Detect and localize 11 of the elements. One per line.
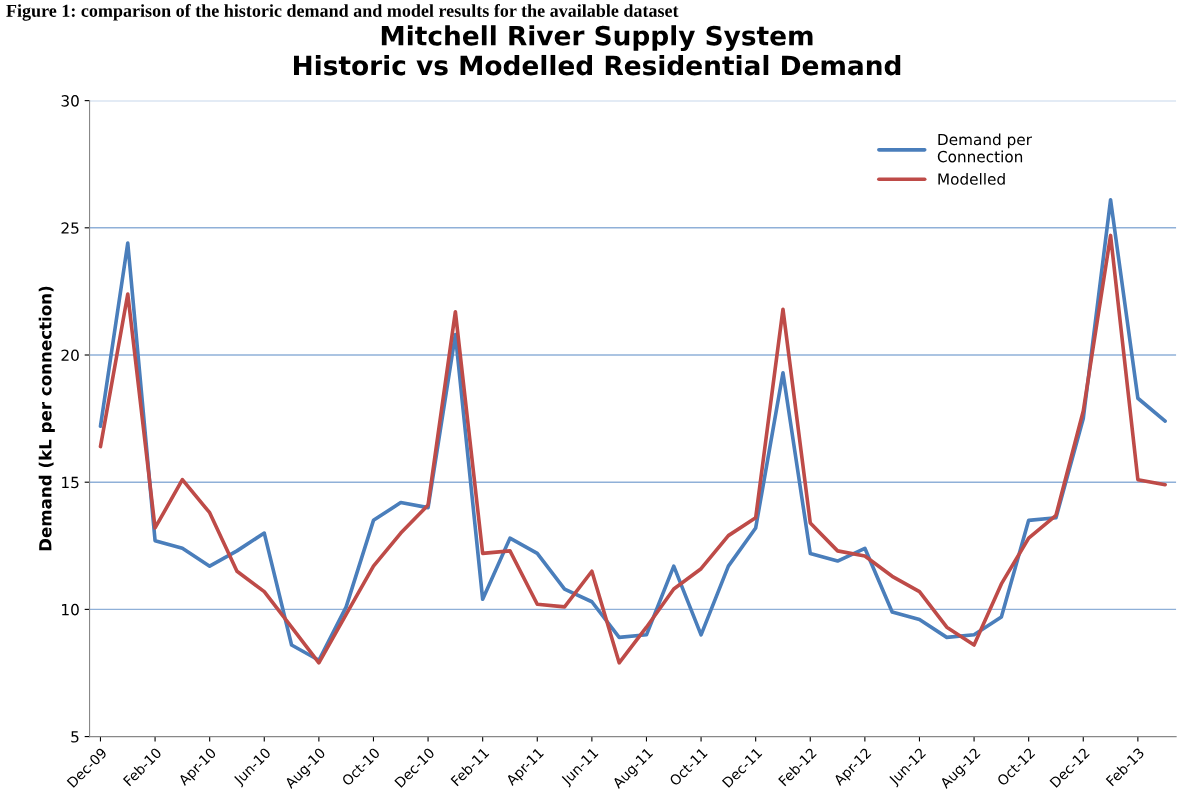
legend-label: Demand per Connection [937,133,1032,163]
y-tick-label: 15 [62,476,79,489]
y-tick-label: 10 [62,603,79,616]
chart-title: Mitchell River Supply System Historic vs Modelled Residential Demand [294,25,901,76]
caption: Figure 1: comparison of the historic demand and model results for the available dataset [6,4,679,21]
y-tick-label: 5 [71,731,79,743]
y-axis-title: Demand (kL per connection) [38,286,55,551]
y-tick-label: 20 [61,349,79,362]
y-tick-label: 25 [61,222,79,234]
y-tick-label: 30 [61,95,79,107]
legend-label: Modelled [938,172,1005,185]
